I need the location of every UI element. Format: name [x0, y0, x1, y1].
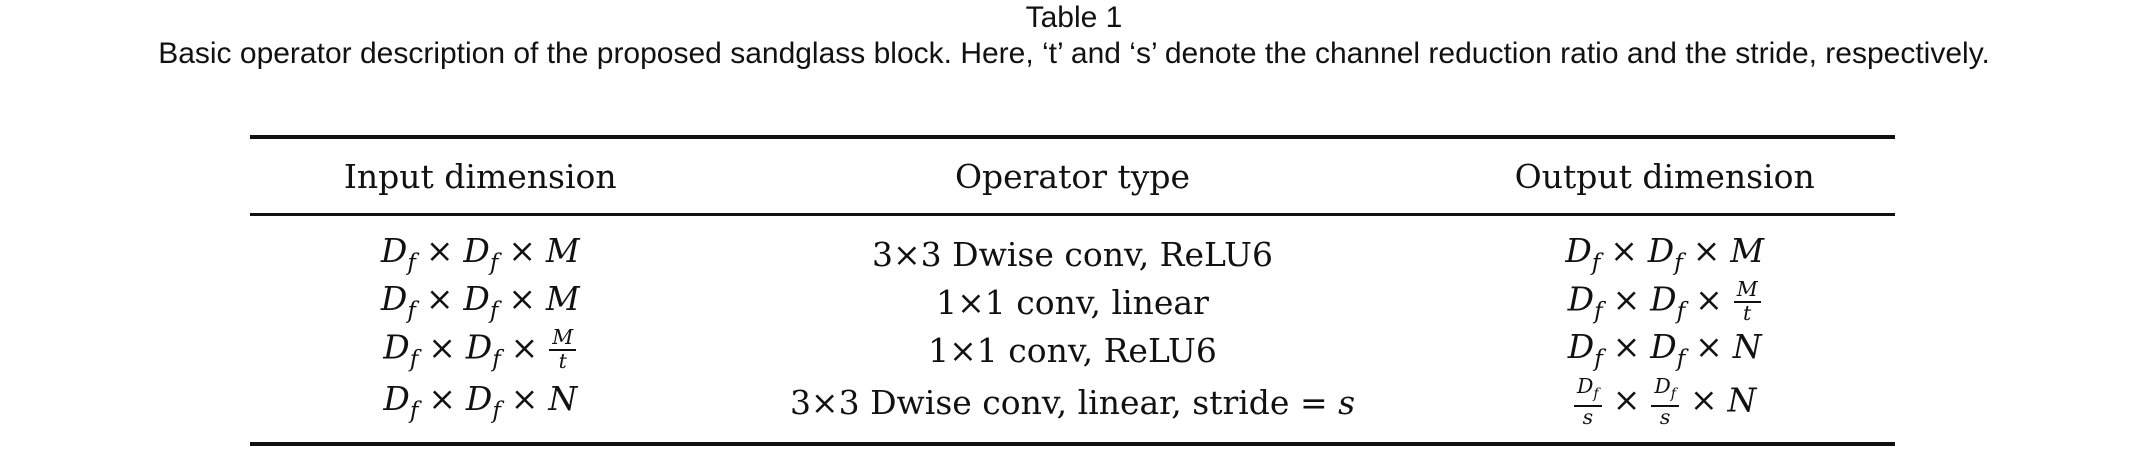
- table-header: Input dimension Operator type Output dim…: [250, 137, 1895, 215]
- table-label: Table 1: [1025, 1, 1123, 34]
- table-caption: Table 1 Basic operator description of th…: [0, 0, 2148, 72]
- table-row: Df × Df × N 3×3 Dwise conv, linear, stride =…: [250, 374, 1895, 444]
- table-body: Df × Df × M 3×3 Dwise conv, ReLU6 Df × Df × M Df…: [250, 215, 1895, 444]
- fraction: Df s: [1573, 375, 1602, 429]
- operator-type-cell: 3×3 Dwise conv, linear, stride = s: [789, 382, 1356, 422]
- output-dimension-cell: Df × Df × N: [1567, 327, 1762, 373]
- output-dimension-cell: Df s × Df s × N: [1434, 374, 1895, 444]
- header-row: Input dimension Operator type Output dim…: [250, 137, 1895, 215]
- output-dimension-cell: Df × Df × M: [1565, 231, 1765, 277]
- fraction: Df s: [1651, 375, 1680, 429]
- operator-table-container: Input dimension Operator type Output dim…: [250, 135, 1895, 446]
- operator-table: Input dimension Operator type Output dim…: [250, 135, 1895, 446]
- header-input-dimension: Input dimension: [343, 156, 617, 196]
- input-dimension-cell: Df × Df × N: [383, 379, 578, 425]
- caption-text: Basic operator description of the propos…: [158, 37, 1990, 70]
- operator-type-cell: 1×1 conv, ReLU6: [928, 330, 1217, 370]
- header-output-dimension: Output dimension: [1514, 156, 1815, 196]
- table-row: Df × Df × M 3×3 Dwise conv, ReLU6 Df × Df × M: [250, 215, 1895, 279]
- operator-type-cell: 1×1 conv, linear: [936, 282, 1209, 322]
- input-dimension-cell: Df × Df × M: [380, 231, 580, 277]
- input-dimension-cell: Df × Df × M: [380, 279, 580, 325]
- operator-type-cell: 3×3 Dwise conv, ReLU6: [872, 234, 1273, 274]
- header-operator-type: Operator type: [954, 156, 1191, 196]
